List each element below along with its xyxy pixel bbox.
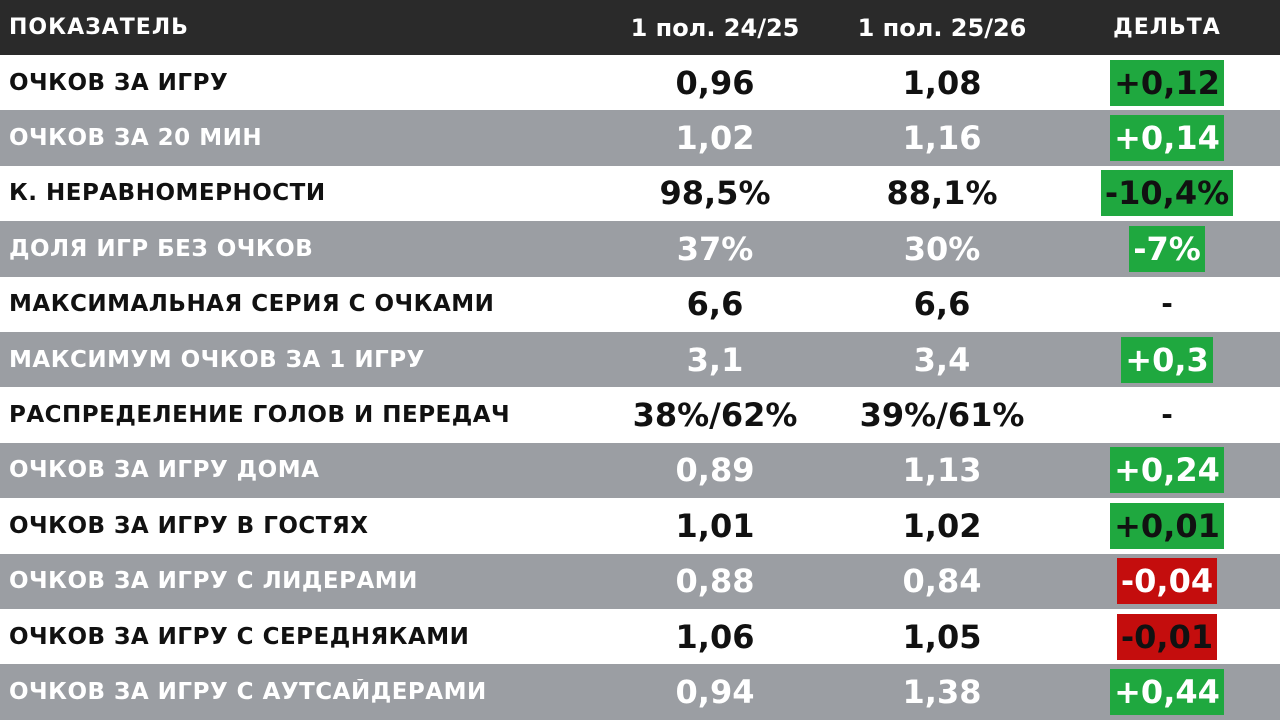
row-delta-cell: +0,24 bbox=[1054, 447, 1280, 494]
delta-badge: +0,01 bbox=[1110, 502, 1224, 549]
row-value-season-1: 0,94 bbox=[675, 672, 755, 711]
row-label: МАКСИМАЛЬНАЯ СЕРИЯ С ОЧКАМИ bbox=[9, 291, 495, 318]
row-delta-cell: +0,44 bbox=[1054, 668, 1280, 715]
row-value-season-2: 1,02 bbox=[902, 506, 982, 545]
row-delta-cell: +0,14 bbox=[1054, 115, 1280, 162]
row-value-season-1: 1,01 bbox=[675, 506, 755, 545]
row-label: ДОЛЯ ИГР БЕЗ ОЧКОВ bbox=[9, 235, 314, 262]
row-label: ОЧКОВ ЗА ИГРУ С СЕРЕДНЯКАМИ bbox=[9, 623, 470, 650]
row-label: ОЧКОВ ЗА ИГРУ С ЛИДЕРАМИ bbox=[9, 568, 418, 595]
header-season-2: 1 пол. 25/26 bbox=[857, 13, 1027, 42]
row-label: ОЧКОВ ЗА ИГРУ bbox=[9, 69, 229, 96]
row-delta-cell: +0,3 bbox=[1054, 336, 1280, 383]
row-value-season-1: 0,88 bbox=[675, 562, 755, 601]
delta-badge: -7% bbox=[1129, 225, 1205, 272]
delta-badge: +0,3 bbox=[1121, 336, 1213, 383]
row-value-season-2: 30% bbox=[903, 229, 981, 268]
row-label: ОЧКОВ ЗА ИГРУ В ГОСТЯХ bbox=[9, 512, 369, 539]
row-value-season-2: 0,84 bbox=[902, 562, 982, 601]
table-row: МАКСИМАЛЬНАЯ СЕРИЯ С ОЧКАМИ 6,6 6,6 - bbox=[0, 276, 1280, 332]
delta-badge: +0,14 bbox=[1110, 115, 1224, 162]
row-delta-cell: - bbox=[1054, 392, 1280, 438]
row-value-season-1: 37% bbox=[676, 229, 754, 268]
row-label: ОЧКОВ ЗА ИГРУ ДОМА bbox=[9, 457, 320, 484]
header-metric: ПОКАЗАТЕЛЬ bbox=[9, 15, 189, 40]
delta-badge: +0,44 bbox=[1110, 668, 1224, 715]
row-delta-cell: -0,04 bbox=[1054, 558, 1280, 605]
row-delta-cell: +0,01 bbox=[1054, 502, 1280, 549]
row-delta-cell: +0,12 bbox=[1054, 59, 1280, 106]
table-row: ОЧКОВ ЗА ИГРУ В ГОСТЯХ 1,01 1,02 +0,01 bbox=[0, 498, 1280, 554]
row-delta-cell: -0,01 bbox=[1054, 613, 1280, 660]
row-value-season-2: 39%/61% bbox=[859, 396, 1025, 435]
row-value-season-1: 98,5% bbox=[659, 174, 771, 213]
table-row: МАКСИМУМ ОЧКОВ ЗА 1 ИГРУ 3,1 3,4 +0,3 bbox=[0, 331, 1280, 388]
delta-badge: -0,04 bbox=[1116, 558, 1218, 605]
row-value-season-2: 1,16 bbox=[902, 119, 982, 158]
table-header: ПОКАЗАТЕЛЬ 1 пол. 24/25 1 пол. 25/26 ДЕЛ… bbox=[0, 0, 1280, 55]
header-season-1: 1 пол. 24/25 bbox=[630, 13, 800, 42]
row-value-season-2: 1,13 bbox=[902, 451, 982, 490]
table-row: РАСПРЕДЕЛЕНИЕ ГОЛОВ И ПЕРЕДАЧ 38%/62% 39… bbox=[0, 387, 1280, 443]
row-value-season-1: 1,02 bbox=[675, 119, 755, 158]
row-value-season-1: 3,1 bbox=[686, 340, 744, 379]
row-value-season-2: 1,08 bbox=[902, 63, 982, 102]
row-value-season-1: 0,96 bbox=[675, 63, 755, 102]
table-row: ОЧКОВ ЗА ИГРУ ДОМА 0,89 1,13 +0,24 bbox=[0, 442, 1280, 499]
table-row: ОЧКОВ ЗА ИГРУ 0,96 1,08 +0,12 bbox=[0, 55, 1280, 111]
delta-badge: +0,12 bbox=[1110, 59, 1224, 106]
table-row: К. НЕРАВНОМЕРНОСТИ 98,5% 88,1% -10,4% bbox=[0, 165, 1280, 222]
delta-badge: +0,24 bbox=[1110, 447, 1224, 494]
row-value-season-1: 0,89 bbox=[675, 451, 755, 490]
row-delta-cell: -10,4% bbox=[1054, 170, 1280, 217]
delta-badge: -0,01 bbox=[1116, 613, 1218, 660]
delta-badge: - bbox=[1161, 398, 1173, 432]
row-label: ОЧКОВ ЗА ИГРУ С АУТСАЙДЕРАМИ bbox=[9, 678, 487, 705]
row-value-season-2: 1,38 bbox=[902, 672, 982, 711]
delta-badge: -10,4% bbox=[1100, 170, 1234, 217]
row-delta-cell: - bbox=[1054, 281, 1280, 327]
row-label: РАСПРЕДЕЛЕНИЕ ГОЛОВ И ПЕРЕДАЧ bbox=[9, 402, 511, 429]
table-row: ОЧКОВ ЗА ИГРУ С СЕРЕДНЯКАМИ 1,06 1,05 -0… bbox=[0, 608, 1280, 665]
row-delta-cell: -7% bbox=[1054, 225, 1280, 272]
row-value-season-2: 3,4 bbox=[913, 340, 971, 379]
table-row: ОЧКОВ ЗА ИГРУ С ЛИДЕРАМИ 0,88 0,84 -0,04 bbox=[0, 553, 1280, 609]
header-delta: ДЕЛЬТА bbox=[1113, 15, 1221, 40]
delta-badge: - bbox=[1161, 287, 1173, 321]
row-label: ОЧКОВ ЗА 20 МИН bbox=[9, 125, 263, 152]
row-label: К. НЕРАВНОМЕРНОСТИ bbox=[9, 180, 326, 207]
row-value-season-1: 6,6 bbox=[686, 285, 744, 324]
table-row: ОЧКОВ ЗА ИГРУ С АУТСАЙДЕРАМИ 0,94 1,38 +… bbox=[0, 664, 1280, 720]
row-label: МАКСИМУМ ОЧКОВ ЗА 1 ИГРУ bbox=[9, 346, 425, 373]
table-row: ОЧКОВ ЗА 20 МИН 1,02 1,16 +0,14 bbox=[0, 110, 1280, 166]
table-row: ДОЛЯ ИГР БЕЗ ОЧКОВ 37% 30% -7% bbox=[0, 221, 1280, 277]
header-delta-cell: ДЕЛЬТА bbox=[1054, 15, 1280, 40]
row-value-season-2: 6,6 bbox=[913, 285, 971, 324]
row-value-season-2: 1,05 bbox=[902, 617, 982, 656]
row-value-season-1: 1,06 bbox=[675, 617, 755, 656]
row-value-season-1: 38%/62% bbox=[632, 396, 798, 435]
row-value-season-2: 88,1% bbox=[886, 174, 998, 213]
